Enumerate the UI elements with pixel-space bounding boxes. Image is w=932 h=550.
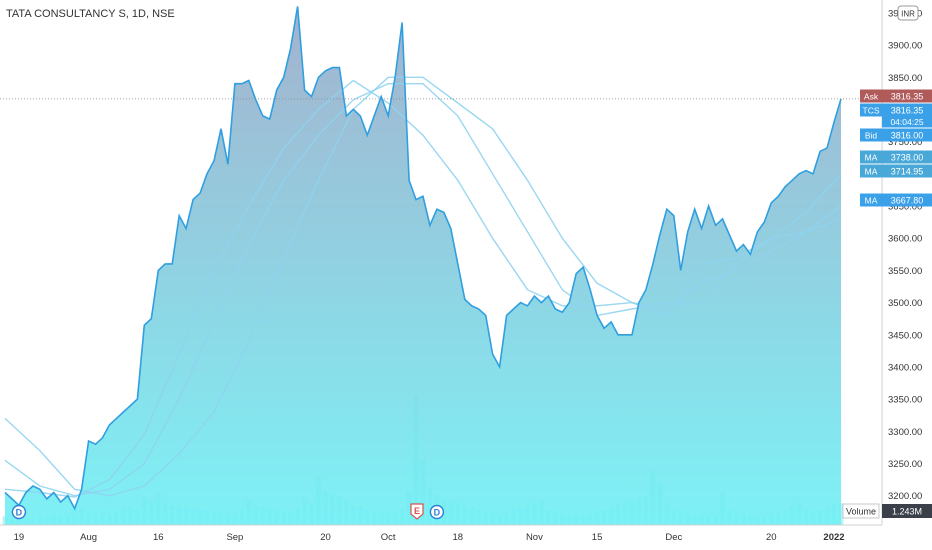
- price-series-line: [4, 6, 842, 511]
- y-tick-label: 3550.00: [888, 266, 922, 277]
- ma-line-3: [4, 76, 842, 497]
- price-label-value: 3714.95: [891, 167, 924, 177]
- price-label-value-bg: [882, 103, 932, 128]
- x-tick-label: 19: [14, 532, 25, 543]
- price-label-tag: Bid: [865, 131, 878, 141]
- earnings-marker[interactable]: E: [410, 503, 424, 520]
- price-label-tag: Ask: [864, 92, 879, 102]
- price-label-value-bg: [882, 193, 932, 207]
- x-tick-label: Sep: [226, 532, 243, 543]
- dividend-marker[interactable]: D: [11, 504, 27, 520]
- x-tick-label: 2022: [823, 532, 844, 543]
- price-label-tag-bg: [860, 103, 882, 117]
- x-tick-label: 15: [592, 532, 603, 543]
- price-label-tag-bg: [860, 128, 882, 142]
- price-label-value: 3667.80: [891, 196, 924, 206]
- price-label-tag-bg: [860, 150, 882, 164]
- earnings-marker-label: E: [414, 506, 420, 516]
- x-tick-label: Aug: [80, 532, 97, 543]
- price-area-fill: [5, 6, 841, 525]
- currency-badge[interactable]: INR: [897, 5, 919, 21]
- time-axis-ticks: 19 Aug 16 Sep 20 Oct 18 Nov 15 Dec 20 2022: [14, 532, 845, 543]
- ma-line-2: [4, 82, 842, 497]
- x-tick-label: 20: [320, 532, 331, 543]
- x-tick-label: Oct: [381, 532, 396, 543]
- y-tick-label: 3200.00: [888, 491, 922, 502]
- price-line: [4, 6, 842, 511]
- dividend-marker-shape: [11, 504, 27, 520]
- dividend-marker-shape: [429, 504, 445, 520]
- price-label-value: 3816.35: [891, 92, 924, 102]
- dividend-marker[interactable]: D: [429, 504, 445, 520]
- earnings-marker-shape: [410, 503, 424, 520]
- volume-readout: Volume 1.243M: [842, 503, 932, 519]
- y-tick-label: 3250.00: [888, 459, 922, 470]
- dividend-marker-label: D: [16, 508, 23, 518]
- y-tick-label: 3750.00: [888, 137, 922, 148]
- price-label-tag: TCS: [863, 106, 880, 116]
- price-label-value: 3816.35: [891, 106, 924, 116]
- price-label-value: 3816.00: [891, 131, 924, 141]
- price-label-value-bg: [882, 150, 932, 164]
- x-tick-label: Nov: [526, 532, 543, 543]
- volume-label: Volume: [846, 507, 876, 517]
- dividend-marker-label: D: [434, 508, 441, 518]
- y-tick-label: 3350.00: [888, 395, 922, 406]
- price-label-tag: MA: [865, 196, 878, 206]
- symbol-title: TATA CONSULTANCY S, 1D, NSE: [6, 8, 175, 20]
- y-tick-label: 3600.00: [888, 234, 922, 245]
- y-tick-label: 3300.00: [888, 427, 922, 438]
- moving-average-lines: [4, 76, 842, 498]
- y-tick-label: 3400.00: [888, 362, 922, 373]
- price-label-value-bg: [882, 89, 932, 103]
- price-label-tag-bg: [860, 164, 882, 178]
- x-tick-label: Dec: [665, 532, 682, 543]
- price-label-tag: MA: [865, 167, 878, 177]
- y-tick-label: 3500.00: [888, 298, 922, 309]
- price-label-value-bg: [882, 128, 932, 142]
- x-tick-label: 20: [766, 532, 777, 543]
- price-area: [5, 6, 841, 525]
- y-tick-label: 3850.00: [888, 73, 922, 84]
- price-label-value: 3738.00: [891, 153, 924, 163]
- ma-line-1: [4, 79, 842, 498]
- price-label-tag: MA: [865, 153, 878, 163]
- volume-value: 1.243M: [892, 507, 922, 517]
- price-label-value-bg: [882, 164, 932, 178]
- x-tick-label: 16: [153, 532, 164, 543]
- y-tick-label: 3900.00: [888, 41, 922, 52]
- price-label-tag-bg: [860, 193, 882, 207]
- x-tick-label: 18: [453, 532, 464, 543]
- currency-badge-label: INR: [901, 10, 915, 19]
- price-axis-ticks: 3200.00 3250.00 3300.00 3350.00 3400.00 3450.…: [888, 8, 922, 502]
- y-tick-label: 3650.00: [888, 202, 922, 213]
- price-label-countdown: 04:04:25: [890, 117, 923, 127]
- y-tick-label: 3450.00: [888, 330, 922, 341]
- price-label-tag-bg: [860, 89, 882, 103]
